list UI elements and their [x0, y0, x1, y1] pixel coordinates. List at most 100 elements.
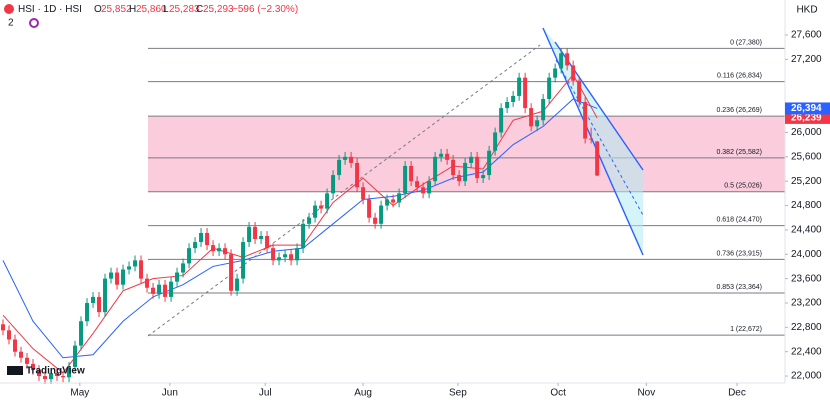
candle-body	[259, 235, 264, 240]
candle-body	[217, 248, 222, 252]
candle-body	[517, 77, 522, 96]
price-tag-label: 26,394	[791, 103, 822, 114]
candle-body	[91, 296, 96, 303]
x-tick-label: Aug	[354, 388, 372, 399]
candle-body	[379, 205, 384, 224]
ohlc-key: C	[196, 4, 203, 15]
candle-body	[439, 153, 444, 157]
candle-body	[385, 199, 390, 206]
candle-body	[277, 257, 282, 261]
candle-body	[583, 102, 588, 139]
candle-body	[391, 199, 396, 203]
candle-body	[157, 284, 162, 294]
candle-body	[121, 269, 126, 285]
candle-body	[55, 373, 60, 377]
candle-body	[175, 272, 180, 282]
ohlc-key: O	[94, 4, 102, 15]
y-tick-label: 25,600	[791, 151, 822, 162]
candle-body	[535, 120, 540, 127]
candle-body	[289, 254, 294, 261]
candle-body	[565, 53, 570, 66]
candle-body	[469, 156, 474, 163]
candle-body	[349, 156, 354, 163]
candle-body	[97, 296, 102, 313]
fib-label: 0.736 (23,915)	[716, 250, 762, 257]
candle-body	[415, 181, 420, 188]
candle-body	[589, 138, 594, 140]
candle-body	[307, 217, 312, 224]
candle-body	[343, 156, 348, 160]
ohlc-value: 25,293	[203, 4, 234, 15]
ohlc-value: 25,860	[136, 4, 167, 15]
candle-body	[409, 165, 414, 182]
candle-body	[169, 281, 174, 297]
candle-body	[481, 175, 486, 179]
candle-body	[427, 181, 432, 194]
fib-label: 0.853 (23,364)	[716, 284, 762, 291]
ohlc-value: 25,852	[101, 4, 132, 15]
symbol[interactable]: HSI · 1D · HSI	[18, 4, 82, 15]
axis-labels: 22,000 22,400 22,800 23,200 23,600 24,000 24,4…	[70, 30, 830, 399]
candle-body	[265, 235, 270, 249]
y-tick-label: 23,600	[791, 273, 822, 284]
currency[interactable]: HKD	[796, 5, 817, 16]
y-tick-label: 22,800	[791, 322, 822, 333]
candle-body	[79, 321, 84, 346]
plot-area: 0 (27,380) 0.116 (26,834) 0.236 (26,269) 0.…	[148, 39, 785, 336]
candle-body	[271, 248, 276, 261]
candle-body	[247, 226, 252, 243]
symbol-icon	[4, 4, 14, 14]
candle-body	[433, 156, 438, 182]
candle-body	[313, 205, 318, 218]
candle-body	[571, 65, 576, 81]
candle-body	[553, 68, 558, 78]
candle-body	[187, 248, 192, 264]
candle-body	[241, 242, 246, 279]
candle-body	[577, 80, 582, 103]
y-tick-label: 26,000	[791, 127, 822, 138]
y-tick-label: 25,200	[791, 176, 822, 187]
candle-body	[1, 324, 6, 331]
candle-body	[109, 272, 114, 279]
candle-body	[355, 162, 360, 188]
candle-body	[31, 363, 36, 370]
indicator-icon[interactable]	[29, 18, 39, 28]
candle-body	[67, 366, 72, 378]
brand: TradingView	[26, 366, 85, 377]
candle-body	[523, 77, 528, 109]
fib-label: 0.236 (26,269)	[716, 107, 762, 114]
fib-label: 0.5 (25,026)	[724, 183, 762, 190]
price-axis	[785, 0, 830, 402]
candle-body	[43, 376, 48, 380]
candle-body	[13, 339, 18, 352]
candle-body	[361, 187, 366, 200]
y-tick-label: 22,400	[791, 346, 822, 357]
overlay	[1, 48, 600, 384]
candle-body	[451, 159, 456, 176]
channel-line	[554, 41, 644, 171]
candle-body	[181, 263, 186, 273]
candle-body	[403, 165, 408, 194]
candle-body	[337, 159, 342, 176]
candle-body	[547, 77, 552, 99]
candle-body	[163, 284, 168, 297]
candle-body	[103, 278, 108, 313]
ohlc-key: L	[163, 4, 169, 15]
candle-body	[499, 108, 504, 133]
candle-body	[7, 330, 12, 340]
candle-body	[595, 141, 600, 176]
candle-body	[487, 150, 492, 176]
candle-body	[19, 351, 24, 358]
candle-body	[127, 266, 132, 270]
candle-body	[319, 205, 324, 209]
candle-body	[331, 175, 336, 194]
price-tag	[785, 111, 830, 124]
candle-body	[73, 345, 78, 367]
x-tick-label: May	[70, 388, 89, 399]
y-tick-label: 24,800	[791, 200, 822, 211]
candle-body	[325, 193, 330, 209]
candle-body	[25, 357, 30, 364]
fib-label: 0 (27,380)	[730, 39, 762, 46]
indicator-count[interactable]: 2	[8, 18, 14, 29]
